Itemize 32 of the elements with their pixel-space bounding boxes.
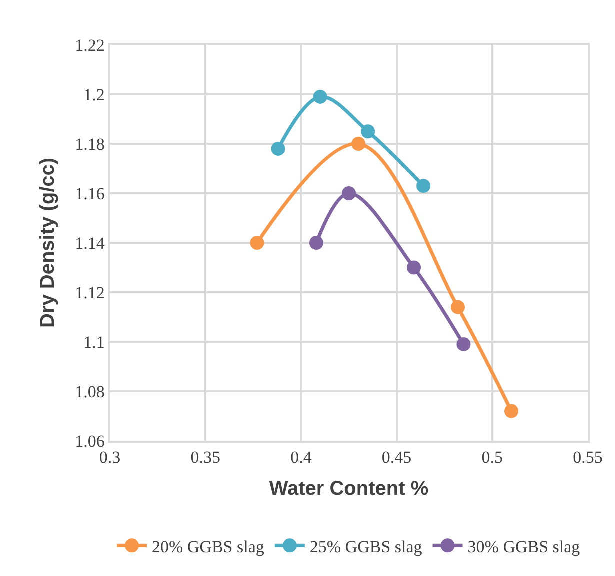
x-tick-label: 0.55 <box>573 448 603 468</box>
x-tick-label: 0.3 <box>99 448 121 468</box>
point <box>504 404 519 418</box>
legend-label: 20% GGBS slag <box>152 537 265 556</box>
x-axis-title: Water Content % <box>269 478 429 500</box>
y-axis-title: Dry Density (g/cc) <box>37 158 60 328</box>
point <box>342 186 356 200</box>
point <box>450 300 465 314</box>
y-tick-label: 1.1 <box>84 332 105 352</box>
legend-label: 25% GGBS slag <box>310 537 423 556</box>
y-tick-label: 1.14 <box>75 234 106 253</box>
point <box>407 260 422 275</box>
y-tick-label: 1.08 <box>75 382 105 402</box>
point <box>313 90 328 104</box>
x-tick-label: 0.5 <box>482 448 504 468</box>
x-tick-label: 0.35 <box>190 448 220 468</box>
point <box>416 179 431 194</box>
y-tick-label: 1.22 <box>75 36 105 55</box>
x-tick-label: 0.4 <box>290 448 312 468</box>
y-tick-label: 1.12 <box>75 283 105 302</box>
y-tick-label: 1.16 <box>75 184 105 204</box>
y-tick-label: 1.18 <box>75 134 105 154</box>
y-tick-label: 1.06 <box>75 432 105 451</box>
point <box>456 337 471 352</box>
point <box>271 142 286 156</box>
point <box>361 124 376 139</box>
legend-label: 30% GGBS slag <box>468 537 581 556</box>
point <box>352 137 366 151</box>
point <box>250 236 264 250</box>
point <box>310 236 324 250</box>
x-tick-label: 0.45 <box>382 448 412 468</box>
y-tick-label: 1.2 <box>84 85 105 104</box>
